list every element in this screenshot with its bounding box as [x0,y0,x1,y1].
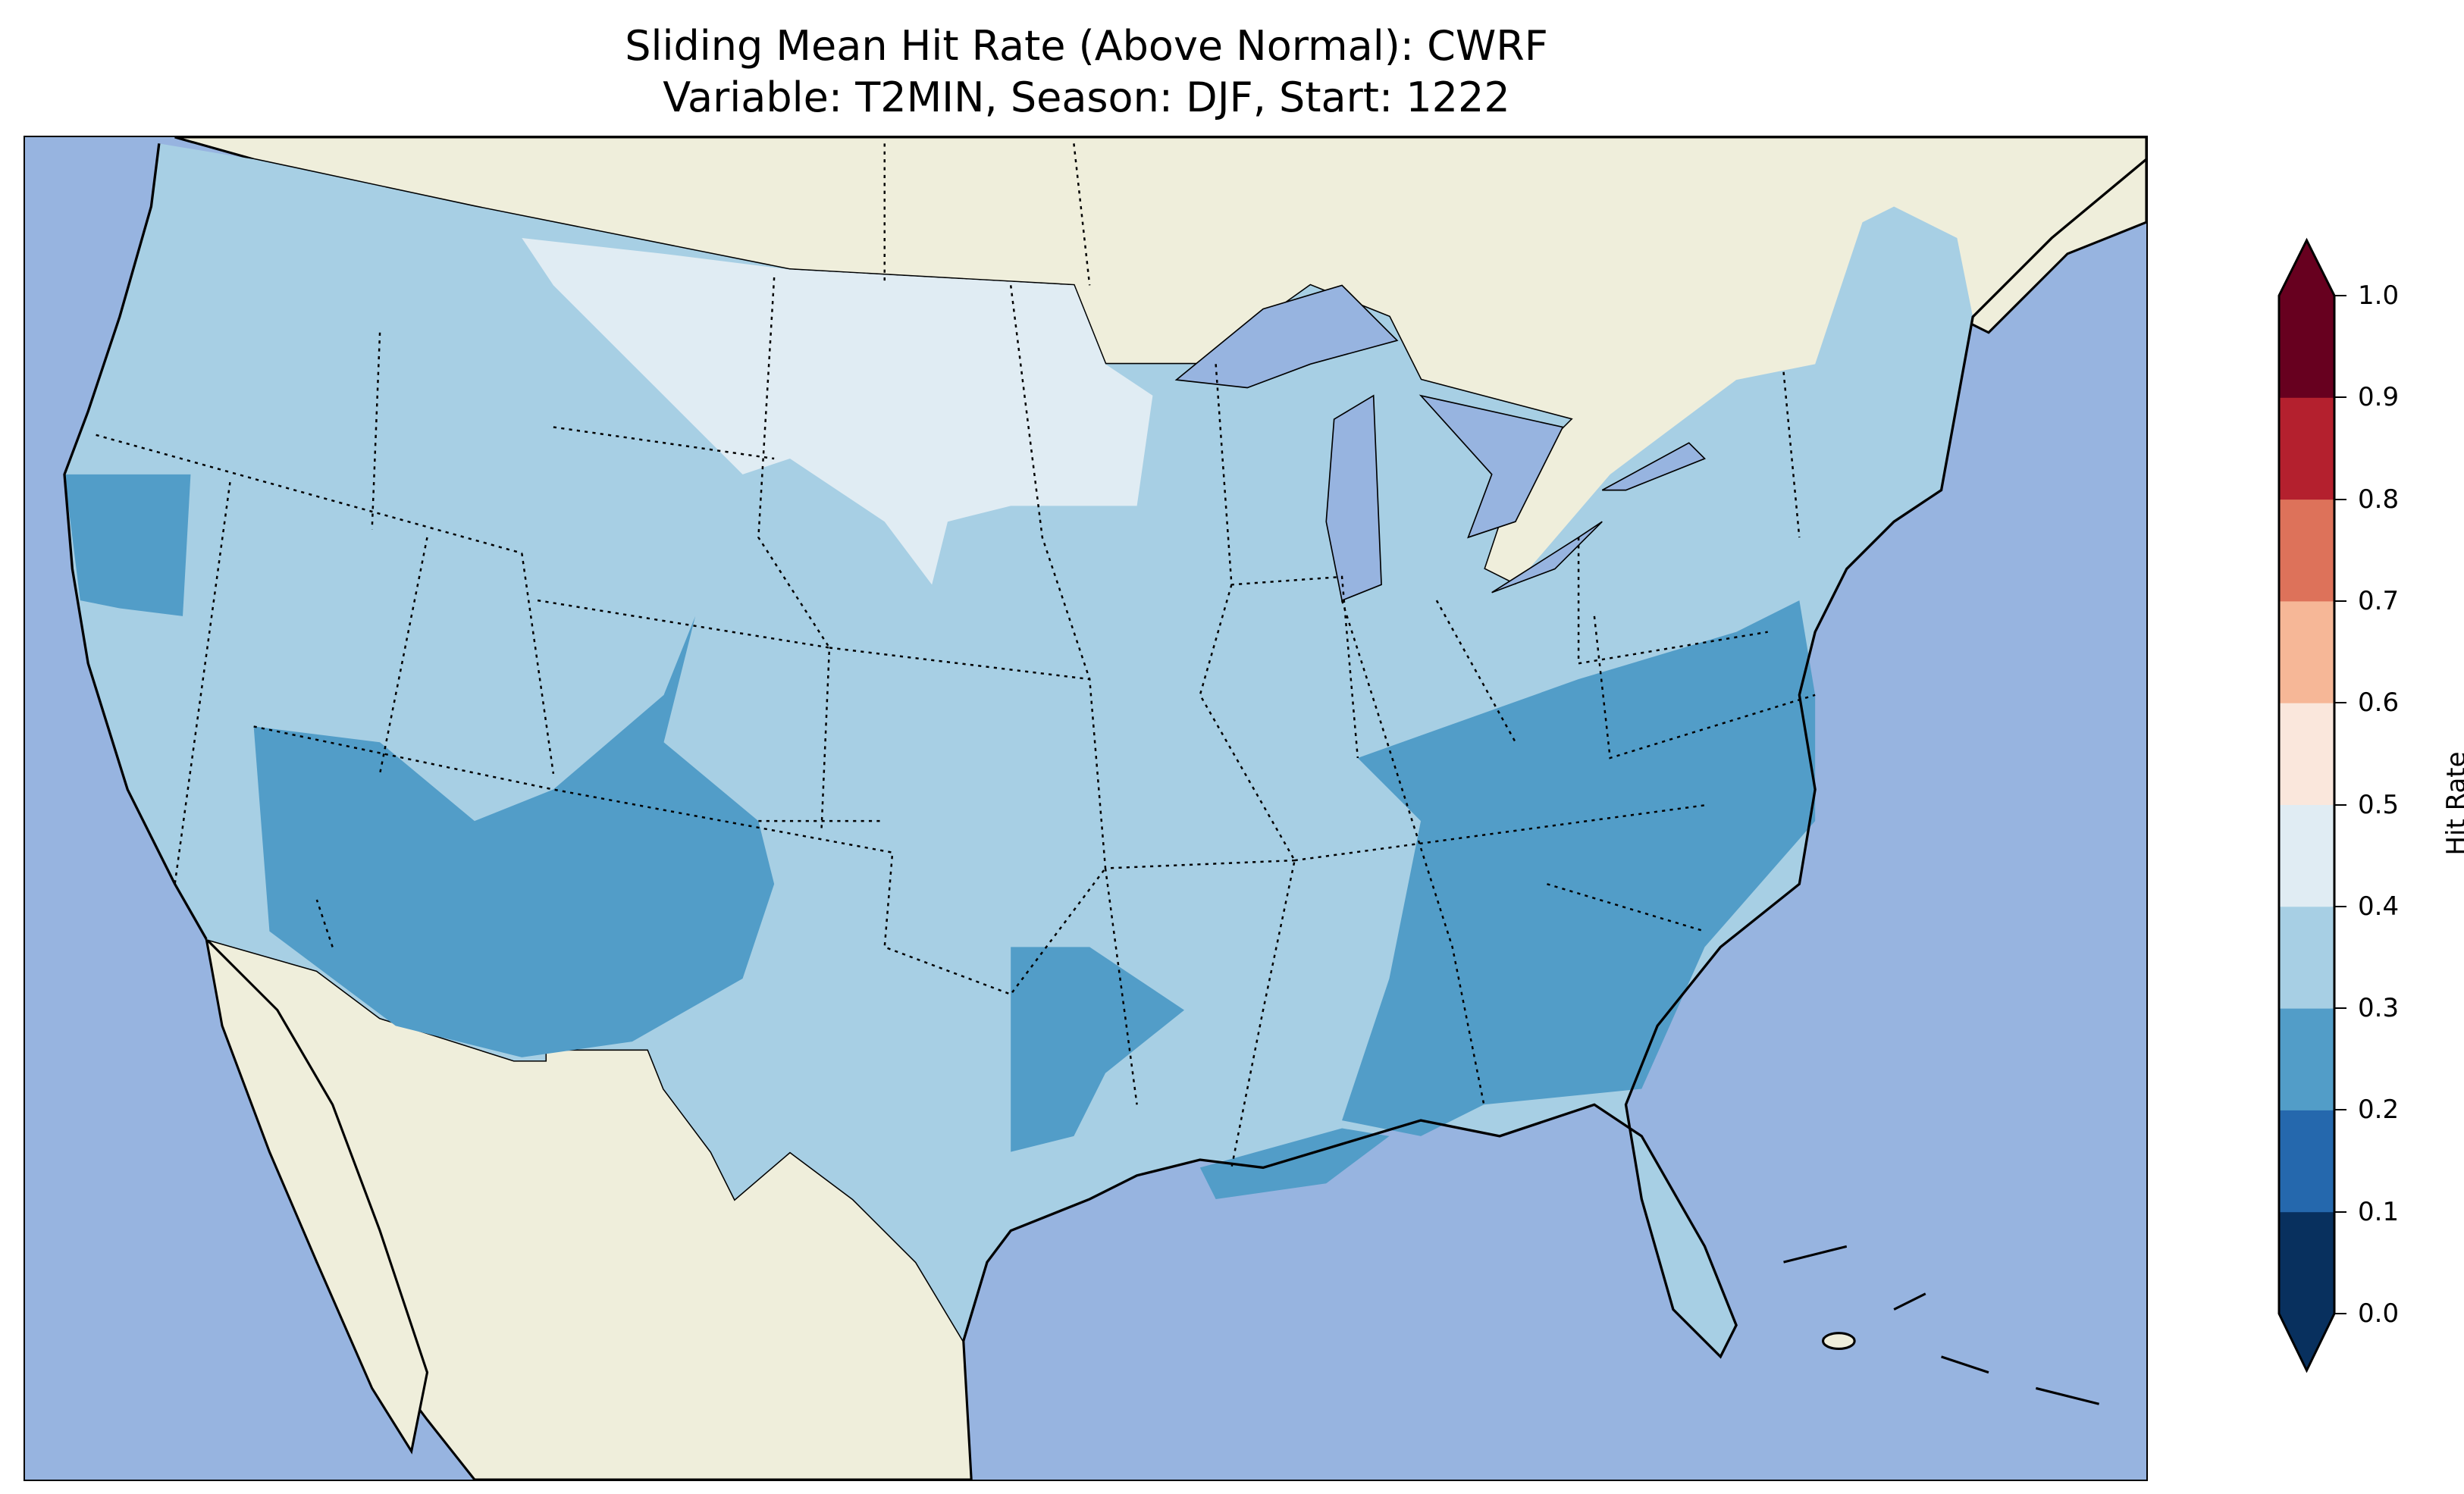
colorbar-tick-label: 0.3 [2358,993,2400,1024]
state-borders [96,143,1816,1168]
coastline [63,143,2146,1359]
land-baja [204,935,429,1455]
us-hit-rate-0.2-0.3-texas [1011,947,1185,1152]
colorbar-tick-mark [2334,803,2346,806]
colorbar-segment [2279,906,2334,1009]
map-panel [24,136,2148,1481]
colorbar-tick-label: 0.9 [2358,382,2400,413]
colorbar-tick-label: 0.4 [2358,891,2400,922]
us-hit-rate-0.2-0.3-gulf [1199,1128,1390,1200]
colorbar-tick-label: 0.5 [2358,789,2400,820]
colorbar-tick-mark [2334,1109,2346,1111]
colorbar-tick-label: 0.8 [2358,484,2400,515]
colorbar-tick-mark [2334,1313,2346,1314]
colorbar-tick-mark [2334,1007,2346,1010]
colorbar-tick-label: 0.1 [2358,1196,2400,1227]
colorbar-tick-label: 0.2 [2358,1095,2400,1126]
colorbar-label: Hit Rate [2441,751,2464,856]
colorbar-tick-label: 0.0 [2358,1298,2400,1329]
colorbar-segment [2279,1008,2334,1110]
colorbar-segment [2279,1211,2334,1314]
chart-title-line-1: Sliding Mean Hit Rate (Above Normal): CW… [625,22,1548,70]
colorbar-extend-min [2279,1314,2334,1370]
colorbar [2277,237,2336,1373]
us-hit-rate-0.2-0.3-california [64,474,191,616]
great-lakes [1174,284,1706,602]
colorbar-tick-label: 0.7 [2358,585,2400,616]
colorbar-segment [2279,499,2334,602]
colorbar-tick-mark [2334,396,2346,399]
us-hit-rate-0.4-0.5 [522,238,1153,585]
colorbar-segment [2279,1110,2334,1213]
colorbar-segment [2279,804,2334,907]
colorbar-segment [2279,397,2334,500]
colorbar-tick-mark [2334,702,2346,704]
us-hit-rate-0.2-0.3-southwest [253,615,775,1057]
colorbar-segment [2279,600,2334,703]
colorbar-tick-mark [2334,905,2346,907]
colorbar-tick-mark [2334,1211,2346,1213]
colorbar-tick-mark [2334,498,2346,500]
colorbar-extend-max [2279,240,2334,296]
colorbar-tick-mark [2334,600,2346,602]
chart-title-line-2: Variable: T2MIN, Season: DJF, Start: 122… [663,74,1510,121]
colorbar-tick-mark [2334,295,2346,296]
colorbar-segment [2279,296,2334,398]
caribbean-islands [1783,1245,2099,1405]
us-hit-rate-0.2-0.3-southeast [1342,600,1816,1136]
colorbar-tick-label: 0.6 [2358,687,2400,719]
colorbar-tick-label: 1.0 [2358,280,2400,311]
colorbar-segment [2279,703,2334,805]
